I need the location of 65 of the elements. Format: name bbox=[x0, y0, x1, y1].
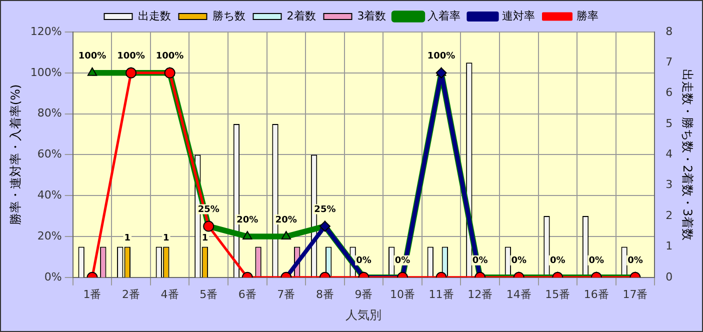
point bbox=[281, 231, 291, 240]
x-tick-label: 6番 bbox=[238, 288, 256, 301]
y2-tick-label: 8 bbox=[666, 24, 673, 38]
x-tick-label: 14番 bbox=[506, 288, 532, 301]
data-label: 100% bbox=[117, 52, 145, 62]
x-axis-title: 人気別 bbox=[346, 308, 382, 322]
y-tick-label: 40% bbox=[37, 188, 62, 202]
y-tick-label: 120% bbox=[30, 24, 62, 38]
y2-tick-label: 5 bbox=[666, 116, 673, 130]
y2-axis-title: 出走数・勝ち数・2着数・3着数 bbox=[680, 69, 695, 240]
data-label: 100% bbox=[78, 52, 106, 62]
data-label: 0% bbox=[588, 256, 604, 266]
data-label: 1 bbox=[124, 234, 131, 244]
legend-label: 連対率 bbox=[502, 9, 536, 22]
x-tick-label: 2番 bbox=[122, 288, 140, 301]
y2-tick-label: 7 bbox=[666, 56, 673, 69]
legend-label: 勝率 bbox=[576, 9, 599, 22]
data-label: 0% bbox=[628, 256, 643, 266]
x-tick-label: 17番 bbox=[622, 288, 648, 301]
y2-tick-label: 3 bbox=[666, 178, 673, 192]
data-label: 100% bbox=[156, 52, 184, 62]
legend-label: 2着数 bbox=[286, 9, 316, 22]
y2-tick-label: 0 bbox=[666, 270, 673, 284]
data-label: 1 bbox=[202, 234, 208, 244]
point bbox=[436, 67, 447, 78]
data-label: 0% bbox=[394, 256, 410, 266]
x-tick-label: 16番 bbox=[584, 288, 609, 301]
legend-label: 3着数 bbox=[357, 9, 386, 22]
data-label: 20% bbox=[236, 215, 258, 226]
y2-tick-label: 4 bbox=[666, 148, 673, 161]
y-tick-label: 20% bbox=[37, 229, 62, 242]
point bbox=[87, 67, 98, 76]
x-tick-label: 1番 bbox=[83, 288, 102, 301]
y-tick-label: 60% bbox=[37, 148, 62, 161]
data-label: 0% bbox=[550, 256, 566, 266]
data-label: 0% bbox=[356, 256, 372, 266]
x-tick-label: 4番 bbox=[160, 288, 179, 301]
x-tick-label: 15番 bbox=[545, 288, 570, 301]
data-label: 0% bbox=[472, 256, 488, 266]
y-tick-label: 80% bbox=[37, 106, 62, 120]
point bbox=[126, 67, 137, 78]
x-tick-label: 5番 bbox=[200, 288, 218, 301]
legend-label: 出走数 bbox=[138, 9, 171, 22]
point bbox=[242, 231, 252, 240]
y-tick-label: 0% bbox=[44, 270, 62, 284]
data-label: 25% bbox=[198, 205, 220, 216]
y-tick-label: 100% bbox=[30, 66, 62, 79]
x-tick-label: 11番 bbox=[428, 288, 454, 301]
data-label: 100% bbox=[427, 52, 456, 62]
data-label: 1 bbox=[163, 234, 170, 244]
x-tick-label: 10番 bbox=[390, 288, 416, 301]
y2-tick-label: 1 bbox=[666, 240, 673, 253]
data-label: 20% bbox=[275, 215, 297, 226]
data-label: 25% bbox=[314, 205, 336, 216]
data-label: 0% bbox=[511, 256, 526, 266]
y2-tick-label: 6 bbox=[666, 86, 673, 100]
x-tick-label: 9番 bbox=[354, 288, 373, 301]
legend-label: 入着率 bbox=[428, 9, 461, 22]
y2-tick-label: 2 bbox=[666, 208, 673, 222]
point bbox=[164, 67, 176, 78]
legend-label: 勝ち数 bbox=[212, 9, 246, 22]
y-axis-title: 勝率・連対率・入着率(%) bbox=[8, 84, 22, 226]
x-tick-label: 12番 bbox=[468, 288, 493, 301]
x-tick-label: 7番 bbox=[277, 288, 296, 301]
x-tick-label: 8番 bbox=[316, 288, 334, 301]
